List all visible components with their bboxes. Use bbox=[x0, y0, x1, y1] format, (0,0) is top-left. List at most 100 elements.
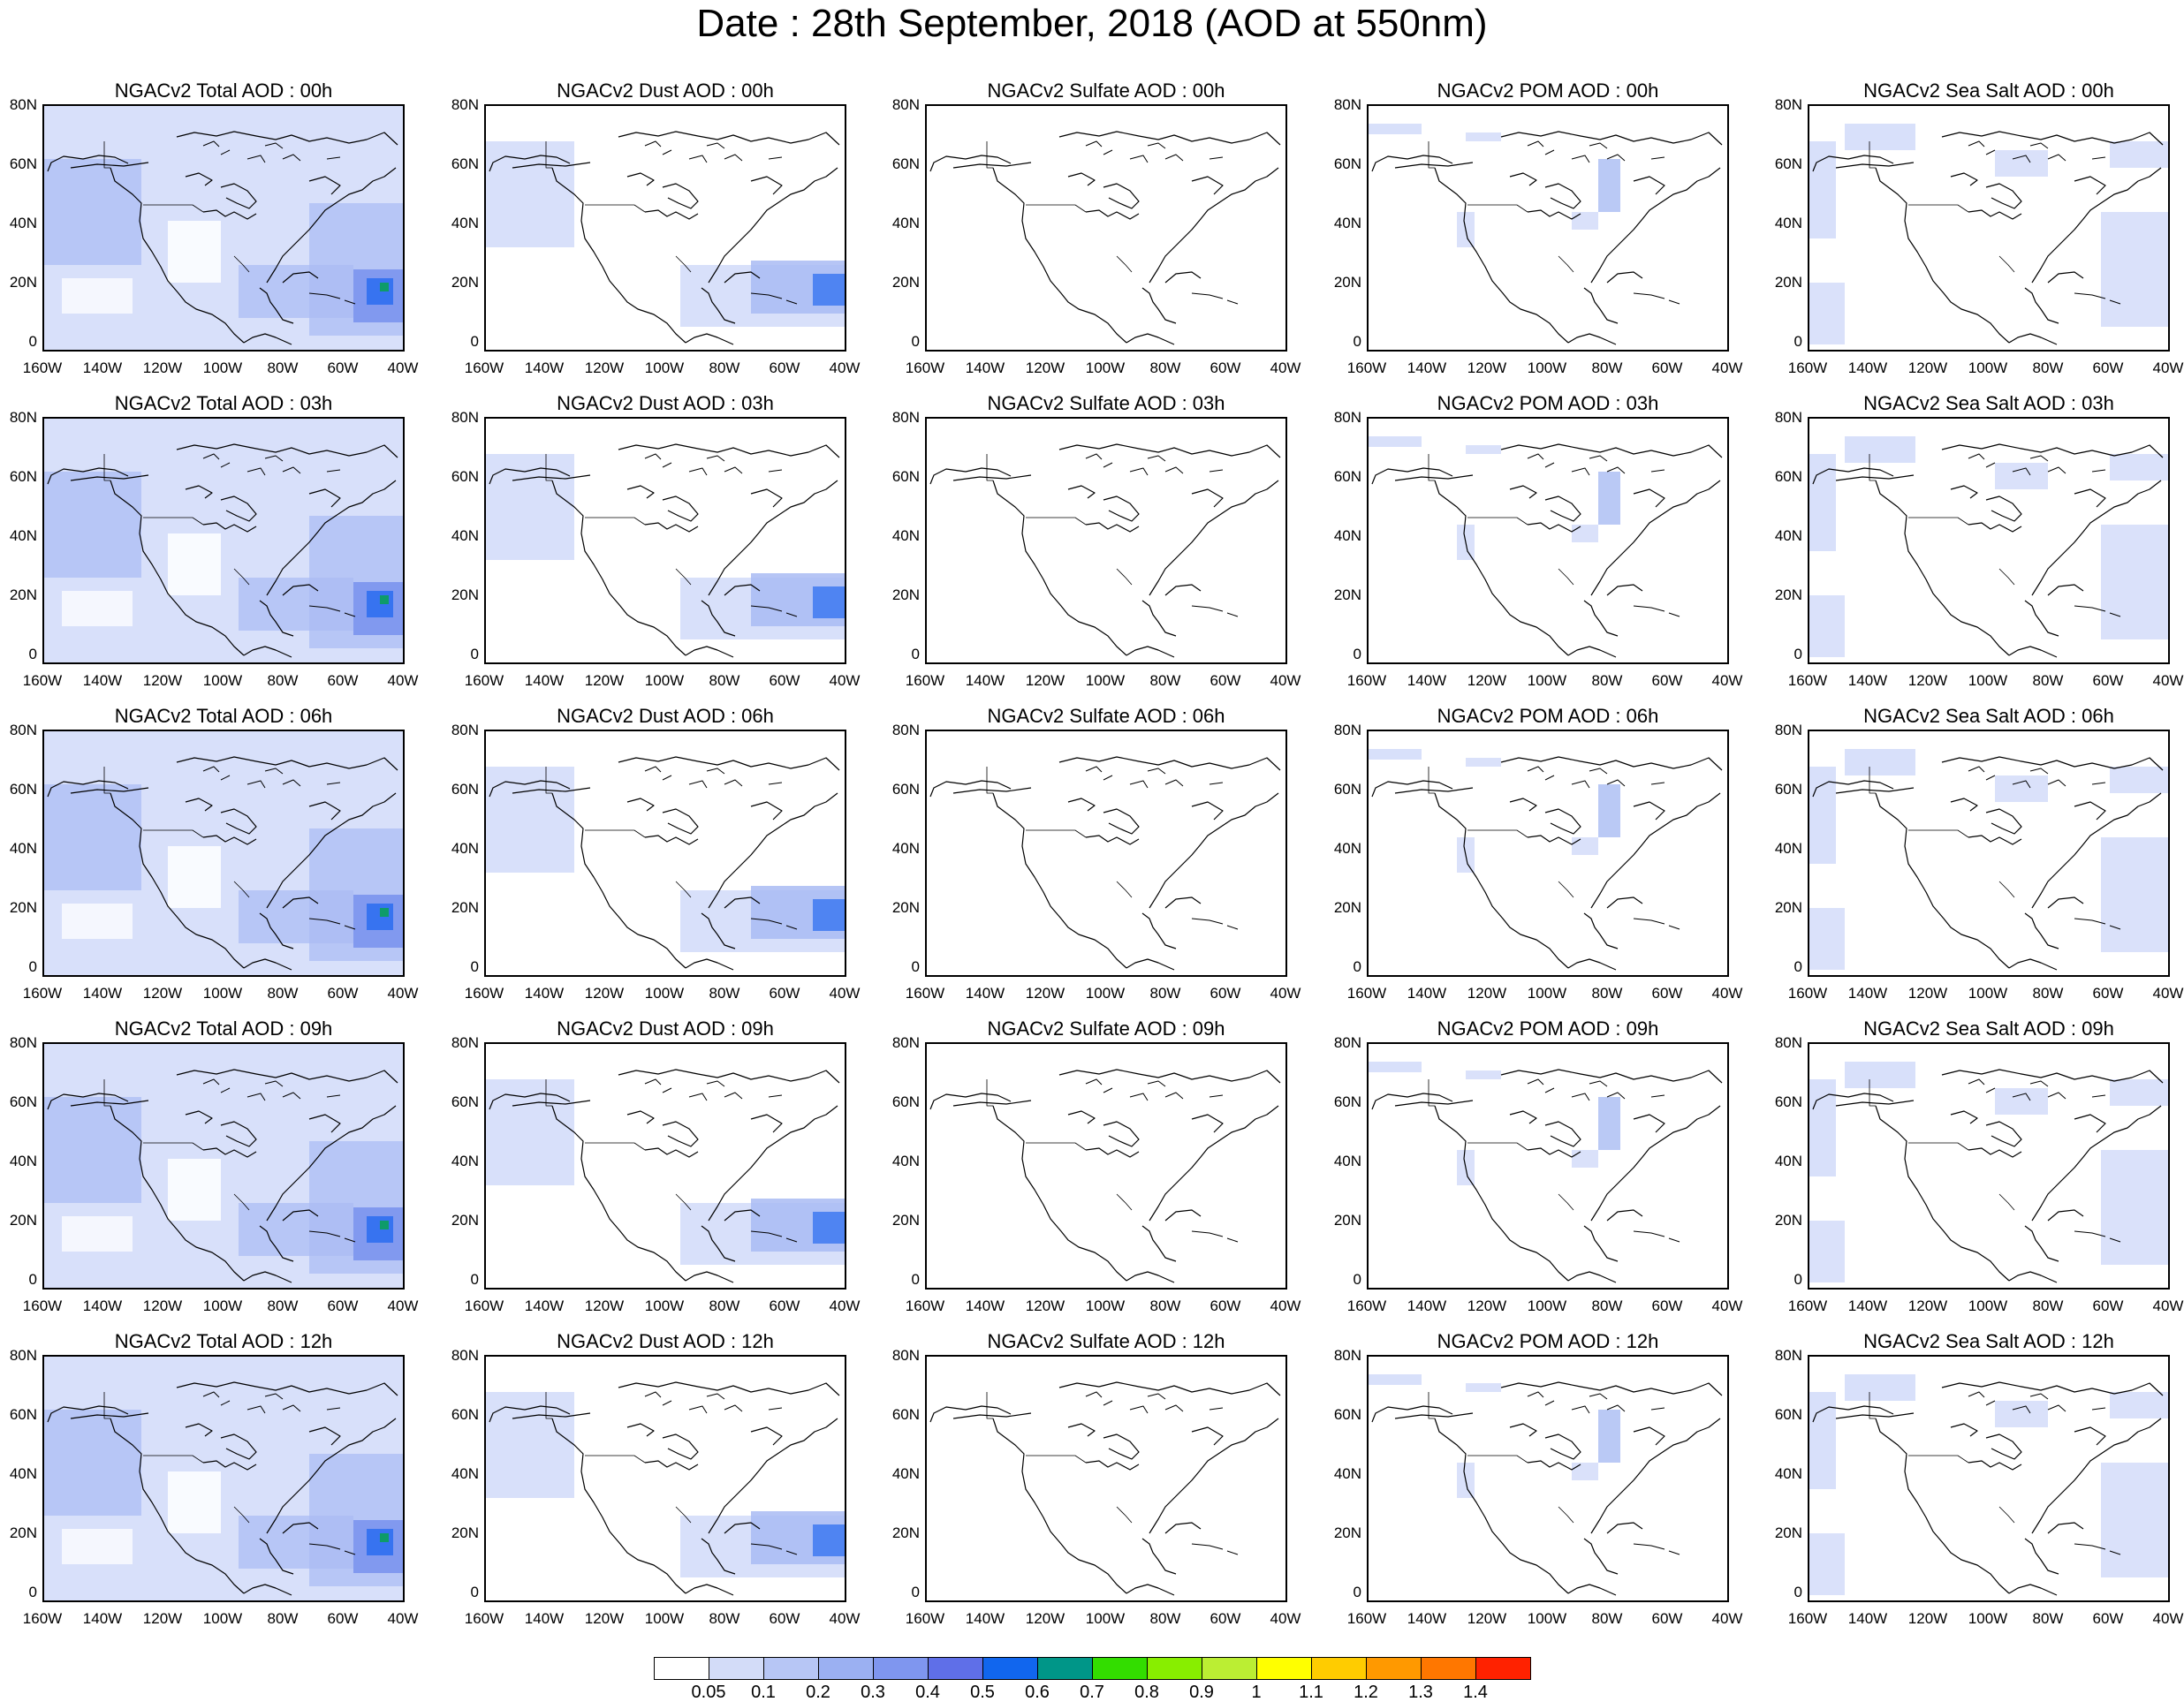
coastline bbox=[1371, 756, 1723, 971]
lon-tick-label: 60W bbox=[2092, 359, 2124, 376]
lon-tick-label: 40W bbox=[387, 985, 419, 1002]
lon-tick-label: 160W bbox=[1787, 985, 1828, 1002]
lon-tick-label: 120W bbox=[1907, 1610, 1948, 1627]
lat-tick-label: 20N bbox=[1774, 1212, 1802, 1229]
colorbar-swatch bbox=[654, 1657, 709, 1680]
lat-tick-label: 20N bbox=[1774, 899, 1802, 916]
lat-tick-label: 0 bbox=[1353, 958, 1361, 975]
lon-tick-label: 80W bbox=[1149, 1610, 1181, 1627]
coastline bbox=[47, 1381, 398, 1596]
lat-tick-label: 80N bbox=[9, 409, 37, 426]
map-plot bbox=[42, 417, 405, 664]
map-panel-total-2: NGACv2 Total AOD : 06h 80N 60N 40N 20N 0 160W 1… bbox=[10, 705, 466, 1014]
aod-shading-0 bbox=[1369, 124, 1422, 134]
aod-shading-5 bbox=[2110, 454, 2168, 480]
map-plot bbox=[1808, 1355, 2170, 1602]
panel-title: NGACv2 Sulfate AOD : 09h bbox=[987, 1017, 1225, 1040]
lon-tick-label: 160W bbox=[1787, 1610, 1828, 1627]
lon-tick-label: 40W bbox=[1711, 672, 1743, 689]
island-outlines bbox=[1968, 1391, 2121, 1555]
lat-tick-label: 40N bbox=[891, 840, 920, 857]
lon-tick-label: 60W bbox=[1210, 672, 1241, 689]
lat-tick-label: 20N bbox=[1774, 1524, 1802, 1541]
lat-tick-label: 40N bbox=[451, 840, 479, 857]
lon-tick-label: 80W bbox=[1591, 1610, 1623, 1627]
lat-tick-label: 80N bbox=[1774, 1347, 1802, 1364]
panel-title: NGACv2 Dust AOD : 00h bbox=[557, 79, 774, 102]
lat-tick-label: 0 bbox=[1353, 1271, 1361, 1288]
lon-tick-label: 80W bbox=[267, 1297, 299, 1314]
lat-tick-label: 40N bbox=[891, 527, 920, 544]
map-panel-pom-2: NGACv2 POM AOD : 06h 80N 60N 40N 20N 0 160W 140… bbox=[1334, 705, 1791, 1014]
lon-tick-label: 160W bbox=[905, 1297, 945, 1314]
lat-tick-label: 60N bbox=[1333, 1406, 1361, 1423]
island-outlines bbox=[1968, 453, 2121, 617]
aod-shading-7 bbox=[168, 221, 221, 283]
lon-tick-label: 120W bbox=[1467, 672, 1507, 689]
lat-tick-label: 40N bbox=[1333, 1465, 1361, 1482]
lon-tick-label: 140W bbox=[1847, 1610, 1888, 1627]
map-plot bbox=[42, 1042, 405, 1290]
colorbar-swatch bbox=[818, 1657, 874, 1680]
aod-shading-4 bbox=[1809, 1221, 1845, 1282]
coastline bbox=[1371, 1069, 1723, 1283]
map-panel-sulfate-3: NGACv2 Sulfate AOD : 09h 80N 60N 40N 20N 0 160… bbox=[892, 1017, 1349, 1327]
lon-tick-label: 120W bbox=[142, 359, 183, 376]
lon-tick-label: 80W bbox=[2032, 985, 2064, 1002]
island-outlines bbox=[1527, 766, 1680, 930]
aod-shading-0 bbox=[1809, 141, 1836, 238]
island-outlines bbox=[202, 140, 356, 305]
panel-title: NGACv2 POM AOD : 00h bbox=[1437, 79, 1659, 102]
lat-tick-label: 0 bbox=[470, 646, 479, 662]
lon-tick-label: 100W bbox=[1085, 1297, 1126, 1314]
panel-title: NGACv2 Total AOD : 06h bbox=[114, 705, 333, 727]
aod-shading-7 bbox=[168, 1159, 221, 1221]
island-outlines bbox=[202, 766, 356, 930]
map-plot bbox=[484, 104, 846, 352]
lon-tick-label: 60W bbox=[1210, 1610, 1241, 1627]
lat-tick-label: 40N bbox=[9, 840, 37, 857]
aod-shading-1 bbox=[1466, 1070, 1501, 1079]
aod-shading-1 bbox=[44, 784, 141, 890]
map-plot bbox=[42, 1355, 405, 1602]
panel-title: NGACv2 Sulfate AOD : 00h bbox=[987, 79, 1225, 102]
lon-tick-label: 80W bbox=[709, 1297, 740, 1314]
aod-shading-0 bbox=[486, 1079, 574, 1185]
aod-shading-0 bbox=[1369, 436, 1422, 447]
panel-title: NGACv2 Total AOD : 09h bbox=[114, 1017, 333, 1040]
lon-tick-label: 40W bbox=[2152, 672, 2184, 689]
lon-tick-label: 120W bbox=[1467, 359, 1507, 376]
lon-tick-label: 120W bbox=[1907, 359, 1948, 376]
lat-tick-label: 60N bbox=[1774, 155, 1802, 172]
map-canvas bbox=[1809, 1062, 2168, 1283]
panel-title: NGACv2 Sea Salt AOD : 09h bbox=[1863, 1017, 2114, 1040]
colorbar-swatch bbox=[1311, 1657, 1367, 1680]
lat-tick-label: 40N bbox=[9, 1153, 37, 1169]
lon-tick-label: 100W bbox=[1527, 359, 1567, 376]
lat-tick-label: 40N bbox=[1333, 840, 1361, 857]
map-panel-seasalt-0: NGACv2 Sea Salt AOD : 00h 80N 60N 40N 20N 0 16… bbox=[1775, 79, 2184, 389]
lat-tick-label: 20N bbox=[451, 1524, 479, 1541]
lat-tick-label: 60N bbox=[891, 1093, 920, 1110]
lat-tick-label: 60N bbox=[1774, 781, 1802, 798]
lon-tick-label: 80W bbox=[1149, 985, 1181, 1002]
map-canvas bbox=[486, 756, 845, 971]
aod-shading-6 bbox=[380, 1221, 389, 1229]
coastline bbox=[489, 443, 840, 658]
aod-shading-0 bbox=[1809, 1392, 1836, 1489]
lat-tick-label: 0 bbox=[911, 958, 920, 975]
lat-tick-label: 60N bbox=[9, 155, 37, 172]
colorbar-label: 0.6 bbox=[1025, 1683, 1050, 1702]
map-plot bbox=[1808, 104, 2170, 352]
island-outlines bbox=[644, 1078, 798, 1243]
map-plot bbox=[925, 1042, 1287, 1290]
map-canvas bbox=[486, 1381, 845, 1596]
map-panel-pom-3: NGACv2 POM AOD : 09h 80N 60N 40N 20N 0 160W 140… bbox=[1334, 1017, 1791, 1327]
aod-shading-2 bbox=[1598, 472, 1620, 525]
lon-tick-label: 120W bbox=[1907, 672, 1948, 689]
lon-tick-label: 60W bbox=[1210, 985, 1241, 1002]
colorbar-label: 0.8 bbox=[1134, 1683, 1159, 1702]
coastline bbox=[1812, 131, 2164, 345]
lon-tick-label: 60W bbox=[769, 672, 800, 689]
colorbar-label: 0.3 bbox=[861, 1683, 885, 1702]
